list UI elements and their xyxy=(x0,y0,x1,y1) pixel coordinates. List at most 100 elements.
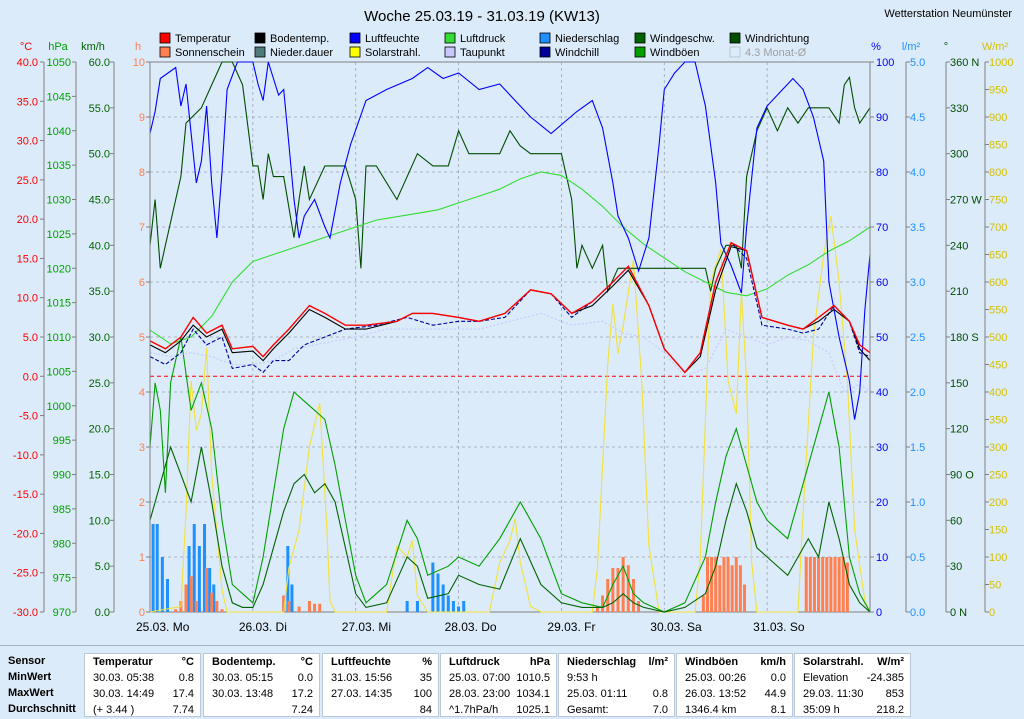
series-line-temperatur xyxy=(149,241,871,374)
axis-tick-label-direction: 300 xyxy=(950,149,968,161)
bar-sonnenschein xyxy=(710,557,714,612)
stats-row: 35:09 h 218.2 xyxy=(795,702,910,718)
stats-row: ^1.7hPa/h 1025.1 xyxy=(441,702,556,718)
bar-sonnenschein xyxy=(833,557,837,612)
stats-row: 31.03. 15:56 35 xyxy=(323,670,438,686)
axis-tick-label-rain: 0.5 xyxy=(910,552,925,564)
stats-row: 25.03. 07:00 1010.5 xyxy=(441,670,556,686)
axis-tick-label-rain: 4.5 xyxy=(910,112,925,124)
axis-tick-label-wind: 10.0 xyxy=(89,515,110,527)
bar-sonnenschein xyxy=(215,601,219,612)
bar-sonnenschein xyxy=(722,557,726,612)
bar-niederschlag xyxy=(451,601,455,612)
axis-tick-label-hours: 1 xyxy=(139,552,145,564)
axis-tick-label-direction: 120 xyxy=(950,424,968,436)
axis-tick-label-wind: 5.0 xyxy=(95,561,110,573)
day-label: 29.03. Fr xyxy=(547,620,595,634)
bar-sonnenschein xyxy=(804,557,808,612)
stats-cell-value: 1025.1 xyxy=(516,704,550,716)
bar-sonnenschein xyxy=(821,557,825,612)
stats-column-luftdruck: Luftdruck hPa 25.03. 07:00 1010.5 28.03. 23:… xyxy=(440,653,557,717)
legend-swatch xyxy=(729,46,741,58)
stats-column-luftfeuchte: Luftfeuchte% 31.03. 15:56 35 27.03. 14:35 10… xyxy=(322,653,439,717)
axis-tick-label-rain: 4.0 xyxy=(910,167,925,179)
bar-sonnenschein xyxy=(845,562,849,612)
stats-column-header: Windböen km/h xyxy=(677,654,792,670)
axis-tick-label-rain: 1.5 xyxy=(910,442,925,454)
axis-unit-rain: l/m² xyxy=(902,41,921,53)
bar-sonnenschein xyxy=(808,557,812,612)
day-label: 28.03. Do xyxy=(445,620,497,634)
axis-tick-label-temp: -20.0 xyxy=(13,528,38,540)
axis-tick-label-humidity: 50 xyxy=(876,332,888,344)
legend-label: 4.3 Monat-Ø xyxy=(745,47,807,59)
axis-tick-label-humidity: 20 xyxy=(876,497,888,509)
day-label: 31.03. So xyxy=(753,620,805,634)
axis-tick-label-rain: 5.0 xyxy=(910,57,925,69)
axis-unit-temp: °C xyxy=(20,41,32,53)
bar-sonnenschein xyxy=(817,557,821,612)
bar-sonnenschein xyxy=(718,565,722,612)
axis-tick-label-solar: 900 xyxy=(989,112,1007,124)
axis-tick-label-hours: 10 xyxy=(133,57,145,69)
stats-column-unit: % xyxy=(422,656,432,668)
stats-cell-when: 25.03. 01:11 xyxy=(567,688,628,700)
bar-sonnenschein xyxy=(313,603,317,612)
axis-tick-label-temp: 15.0 xyxy=(17,253,38,265)
axis-tick-label-pressure: 1020 xyxy=(47,263,71,275)
axis-tick-label-temp: 0.0 xyxy=(23,371,38,383)
stats-column-header: Solarstrahl. W/m² xyxy=(795,654,910,670)
stats-cell-when: 30.03. 13:48 xyxy=(212,688,274,700)
axis-tick-label-direction: 360 N xyxy=(950,57,979,69)
bar-series xyxy=(151,524,849,612)
bar-niederschlag xyxy=(203,524,207,612)
bar-sonnenschein xyxy=(307,601,311,612)
stats-row: 25.03. 00:26 0.0 xyxy=(677,670,792,686)
stats-column-name: Windböen xyxy=(685,656,739,668)
axis-tick-label-solar: 750 xyxy=(989,195,1007,207)
bar-sonnenschein xyxy=(282,595,286,612)
axis-tick-label-rain: 2.0 xyxy=(910,387,925,399)
stats-column-niederschlag: Niederschlag l/m² 9:53 h 25.03. 01:11 0.8 Ges… xyxy=(558,653,675,717)
stats-column-name: Temperatur xyxy=(93,656,153,668)
stats-cell-value: 0.0 xyxy=(297,672,313,684)
stats-column-unit: °C xyxy=(181,656,194,668)
stats-column-name: Niederschlag xyxy=(567,656,637,668)
axis-tick-label-temp: 5.0 xyxy=(23,332,38,344)
axis-tick-label-solar: 350 xyxy=(989,415,1007,427)
axis-tick-label-humidity: 30 xyxy=(876,442,888,454)
bar-sonnenschein xyxy=(601,595,605,612)
axis-tick-label-hours: 8 xyxy=(139,167,145,179)
series-line-luftfeuchte xyxy=(149,61,871,420)
axis-tick-label-solar: 650 xyxy=(989,250,1007,262)
bar-sonnenschein xyxy=(730,565,734,612)
axis-tick-label-hours: 0 xyxy=(139,607,145,619)
stats-cell-when: 1346.4 km xyxy=(685,704,737,716)
stats-column-unit: l/m² xyxy=(648,656,668,668)
stats-row: 7.24 xyxy=(204,702,319,718)
bar-sonnenschein xyxy=(837,557,841,612)
axis-tick-label-temp: 20.0 xyxy=(17,214,38,226)
stats-cell-value: 84 xyxy=(419,704,432,716)
series-line-taupunkt xyxy=(149,312,871,393)
day-label: 30.03. Sa xyxy=(650,620,702,634)
row-label-max: MaxWert xyxy=(8,687,54,699)
day-label: 26.03. Di xyxy=(239,620,287,634)
legend-label: Windchill xyxy=(555,47,599,59)
axis-tick-label-solar: 250 xyxy=(989,470,1007,482)
stats-cell-value: 1010.5 xyxy=(516,672,550,684)
axis-unit-hours: h xyxy=(135,41,141,53)
stats-cell-when: 28.03. 23:00 xyxy=(449,688,511,700)
legend-swatch xyxy=(159,46,171,58)
bar-sonnenschein xyxy=(210,592,214,612)
stats-cell-when: 25.03. 00:26 xyxy=(685,672,747,684)
legend-label: Solarstrahl. xyxy=(365,47,421,59)
axis-tick-label-solar: 50 xyxy=(989,580,1001,592)
weather-chart: Woche 25.03.19 - 31.03.19 (KW13) Wetters… xyxy=(0,0,1024,645)
axis-tick-label-wind: 35.0 xyxy=(89,286,110,298)
bar-sonnenschein xyxy=(626,565,630,612)
bar-sonnenschein xyxy=(726,557,730,612)
axis-tick-label-solar: 600 xyxy=(989,277,1007,289)
stats-cell-value: 1034.1 xyxy=(516,688,550,700)
day-label: 25.03. Mo xyxy=(136,620,190,634)
